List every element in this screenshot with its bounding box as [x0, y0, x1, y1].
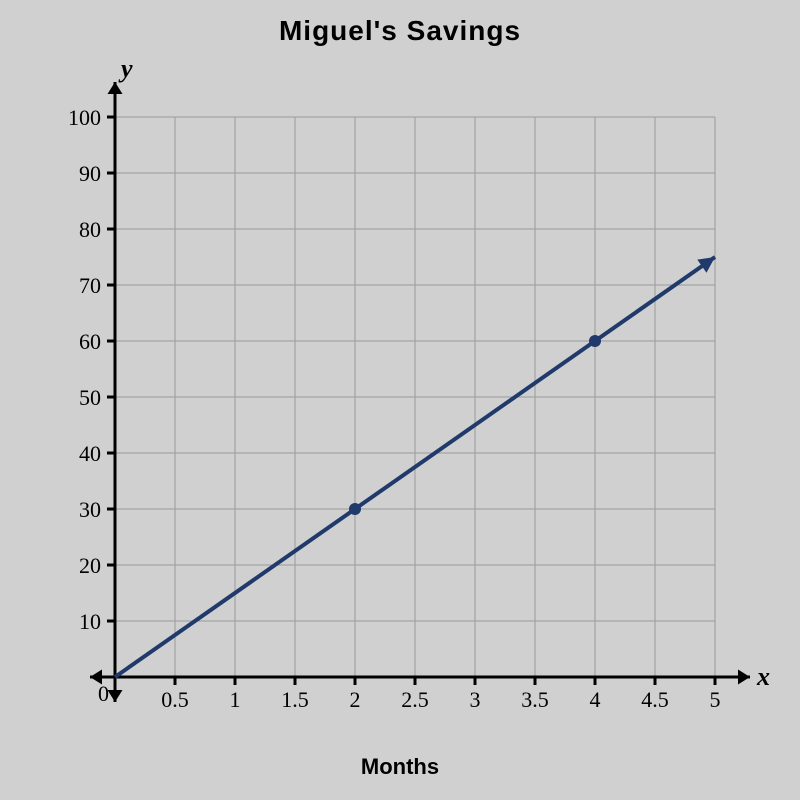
y-axis-label: Savings ($) — [0, 223, 1, 340]
axis-arrow — [108, 82, 123, 94]
data-line-arrow — [697, 257, 715, 273]
ytick-label: 100 — [68, 105, 101, 130]
xtick-label: 1.5 — [281, 687, 309, 712]
ytick-label: 40 — [79, 441, 101, 466]
ytick-label: 20 — [79, 553, 101, 578]
axis-arrow — [108, 690, 123, 702]
ytick-label: 50 — [79, 385, 101, 410]
x-variable-label: x — [756, 662, 770, 691]
xtick-label: 2.5 — [401, 687, 429, 712]
xtick-label: 3 — [470, 687, 481, 712]
axis-arrow — [738, 670, 750, 685]
ytick-label: 60 — [79, 329, 101, 354]
y-variable-label: y — [118, 57, 133, 83]
chart-area: 1020304050607080901000.511.522.533.544.5… — [15, 57, 785, 742]
xtick-label: 2 — [350, 687, 361, 712]
chart-svg: 1020304050607080901000.511.522.533.544.5… — [15, 57, 785, 737]
ytick-label: 90 — [79, 161, 101, 186]
ytick-label: 70 — [79, 273, 101, 298]
ytick-label: 30 — [79, 497, 101, 522]
xtick-label: 1 — [230, 687, 241, 712]
xtick-label: 3.5 — [521, 687, 549, 712]
data-marker — [349, 503, 361, 515]
data-marker — [589, 335, 601, 347]
xtick-label: 4.5 — [641, 687, 669, 712]
x-axis-label: Months — [361, 754, 439, 780]
ytick-label: 80 — [79, 217, 101, 242]
xtick-label: 0.5 — [161, 687, 189, 712]
xtick-label: 4 — [590, 687, 601, 712]
origin-label: 0 — [98, 681, 109, 706]
ytick-label: 10 — [79, 609, 101, 634]
xtick-label: 5 — [710, 687, 721, 712]
chart-title: Miguel's Savings — [279, 15, 521, 47]
